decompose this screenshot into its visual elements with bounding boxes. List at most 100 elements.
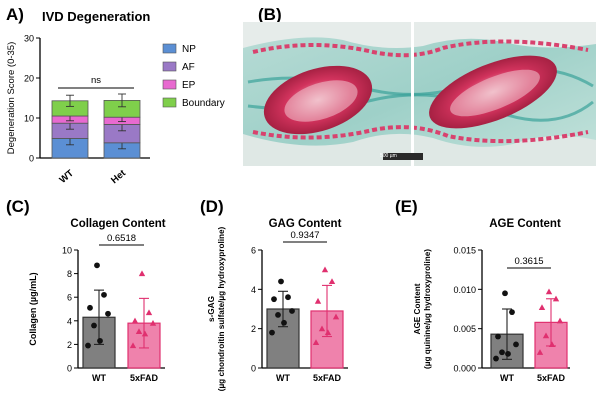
chart-c-title: Collagen Content — [70, 218, 165, 230]
panel-a-letter: A) — [6, 5, 24, 24]
chart-d-title: GAG Content — [269, 218, 342, 230]
data-point-wt — [269, 329, 275, 336]
data-point-wt — [91, 322, 97, 329]
chart-collagen-content: Collagen Content 0 2 4 6 8 10 Collagen (µg/mL)… — [28, 218, 166, 383]
data-point-5xfad — [556, 317, 564, 324]
chart-gag-content: GAG Content 0 2 4 6 s-GAG (µg chondroitin sul… — [207, 218, 348, 391]
x-tick-label: 5xFAD — [130, 373, 159, 383]
y-tick-label: 4 — [67, 316, 72, 326]
legend-label-boundary: Boundary — [182, 98, 225, 109]
y-tick-label: 30 — [24, 34, 34, 44]
y-tick-label: 2 — [67, 340, 72, 350]
data-point-5xfad — [149, 319, 157, 326]
y-axis-label: Degeneration Score (0-35) — [6, 42, 17, 154]
legend-swatch-ep — [162, 79, 177, 90]
y-tick-label: 0 — [29, 154, 34, 164]
y-axis-label-line-1: s-GAG — [207, 296, 216, 322]
data-point-wt — [493, 355, 499, 362]
data-point-5xfad — [332, 313, 340, 320]
data-point-wt — [509, 309, 515, 316]
data-point-5xfad — [536, 349, 544, 355]
legend-swatch-af — [162, 61, 177, 72]
data-point-wt — [289, 308, 295, 314]
data-point-5xfad — [141, 330, 149, 337]
data-point-wt — [502, 290, 508, 297]
data-point-wt — [505, 350, 511, 357]
data-point-5xfad — [138, 270, 146, 277]
data-point-wt — [105, 310, 111, 317]
data-point-5xfad — [314, 297, 322, 304]
y-tick-label: 20 — [24, 74, 34, 84]
data-point-wt — [275, 312, 281, 318]
legend-swatch-np — [162, 43, 177, 54]
x-tick-label: WT — [92, 373, 106, 383]
x-tick-label: 5xFAD — [537, 373, 566, 383]
y-tick-label: 10 — [62, 246, 72, 256]
data-point-wt — [94, 262, 100, 269]
panel-c-letter: (C) — [6, 197, 30, 216]
data-point-5xfad — [548, 341, 556, 347]
data-point-wt — [271, 296, 277, 303]
data-point-5xfad — [135, 328, 143, 334]
data-point-wt — [281, 319, 287, 326]
x-tick-label: 5xFAD — [313, 373, 342, 383]
x-tick-label: WT — [58, 168, 77, 186]
data-point-5xfad — [321, 266, 329, 273]
y-axis-label-line-2: (µg quinine/µg hydroxyproline) — [423, 249, 432, 369]
data-point-wt — [499, 349, 505, 356]
data-point-wt — [513, 341, 519, 348]
y-tick-label: 0.010 — [453, 285, 476, 295]
chart-a-title: IVD Degeneration — [42, 9, 150, 24]
y-tick-label: 0.015 — [453, 246, 476, 256]
chart-ivd-degeneration: IVD Degeneration 0 10 20 30 Degeneration Sco… — [6, 9, 225, 186]
data-point-wt — [101, 291, 107, 298]
y-tick-label: 2 — [251, 324, 256, 334]
data-point-wt — [87, 304, 93, 311]
data-point-wt — [278, 278, 284, 285]
data-point-5xfad — [131, 317, 139, 324]
p-value-label: 0.9347 — [290, 230, 319, 241]
data-point-5xfad — [129, 342, 137, 349]
legend-label-af: AF — [182, 62, 195, 73]
data-point-5xfad — [328, 278, 336, 285]
y-tick-label: 8 — [67, 269, 72, 279]
data-point-5xfad — [145, 309, 153, 316]
legend-swatch-boundary — [162, 97, 177, 108]
y-tick-label: 0 — [251, 364, 256, 374]
y-tick-label: 6 — [251, 246, 256, 256]
data-point-5xfad — [545, 288, 553, 295]
p-value-label: 0.6518 — [107, 233, 136, 244]
significance-label: ns — [91, 75, 101, 86]
chart-age-content: AGE Content 0.000 0.005 0.010 0.015 AGE Cont… — [413, 218, 570, 383]
scale-bar-label: 500 µm — [380, 153, 397, 159]
y-tick-label: 10 — [24, 114, 34, 124]
data-point-5xfad — [318, 325, 326, 332]
panel-b-letter: (B) — [258, 5, 282, 24]
y-axis-label-line-2: (µg chondroitin sulfate/µg hydroxyprolin… — [217, 226, 226, 391]
y-tick-label: 4 — [251, 285, 256, 295]
y-axis-label: Collagen (µg/mL) — [28, 272, 38, 345]
panel-e-letter: (E) — [395, 197, 418, 216]
data-point-5xfad — [552, 295, 560, 302]
data-point-wt — [97, 337, 103, 344]
data-point-5xfad — [312, 339, 320, 345]
y-tick-label: 6 — [67, 293, 72, 303]
panel-d-letter: (D) — [200, 197, 224, 216]
x-tick-label: WT — [276, 373, 290, 383]
data-point-5xfad — [324, 329, 332, 336]
x-tick-label: Het — [109, 167, 128, 186]
p-value-label: 0.3615 — [514, 256, 543, 267]
y-tick-label: 0 — [67, 364, 72, 374]
x-tick-label: WT — [500, 373, 514, 383]
data-point-wt — [285, 294, 291, 301]
data-point-5xfad — [538, 304, 546, 310]
legend-label-np: NP — [182, 44, 196, 55]
legend-label-ep: EP — [182, 80, 196, 91]
histology-micrograph: 500 µm — [243, 22, 596, 166]
data-point-wt — [85, 342, 91, 349]
y-axis-label-line-1: AGE Content — [413, 283, 422, 334]
y-tick-label: 0.005 — [453, 324, 476, 334]
y-tick-label: 0.000 — [453, 364, 476, 374]
data-point-wt — [495, 333, 501, 340]
micrograph-image — [243, 22, 596, 166]
